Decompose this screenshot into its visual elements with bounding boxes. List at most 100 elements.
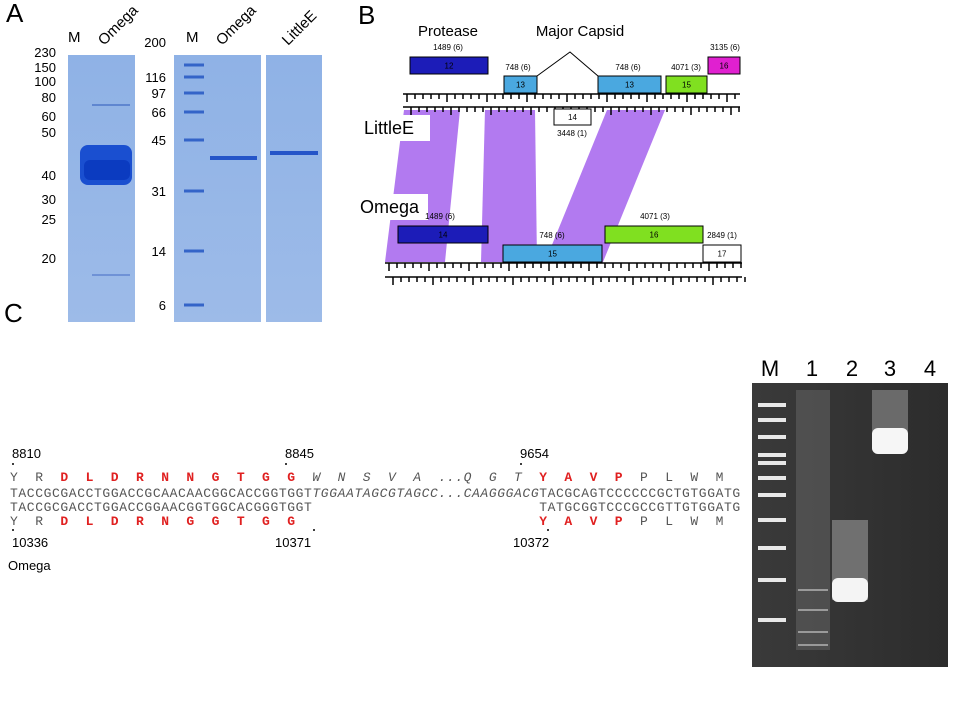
gene-note: 3135 (6) [710, 43, 740, 52]
gene-number: 17 [718, 250, 727, 259]
gene-box [502, 244, 603, 263]
gel-band [798, 589, 828, 646]
gene-box [397, 225, 489, 244]
sequence-segment: P L W M [623, 514, 725, 529]
lane-label: 3 [884, 356, 896, 381]
gene-number: 13 [516, 81, 525, 90]
position-dot [285, 463, 287, 465]
marker-label: 31 [152, 184, 166, 199]
position-dot [313, 529, 315, 531]
gene-note: 3448 (1) [557, 129, 587, 138]
gene-number: 15 [548, 250, 557, 259]
lane-label: M [186, 29, 199, 46]
marker-label: 80 [42, 90, 56, 105]
marker-label: 60 [42, 109, 56, 124]
splice-chevron [536, 51, 599, 77]
marker-label: 116 [145, 70, 166, 85]
sequence-row: TACCGCGACCTGGACCGCAACAACGGCACCGGTGGT TGGA… [10, 486, 755, 501]
gene-box [597, 75, 662, 94]
lane-label: M [761, 356, 779, 381]
lane-label: M [68, 29, 81, 46]
panel-label: B [358, 0, 375, 30]
position-label: 8810 [12, 446, 41, 461]
sequence-segment: P L W M [623, 470, 725, 485]
marker-label: 100 [34, 74, 56, 89]
sequence-segment: TACGCAGTCCCCCCGCTGTGGATG [539, 486, 741, 501]
gene-number: 14 [568, 113, 577, 122]
marker-label: 50 [42, 125, 56, 140]
position-dot [547, 529, 549, 531]
marker-label: 20 [42, 251, 56, 266]
lane-label: 4 [924, 356, 936, 381]
marker-label: 200 [144, 35, 166, 50]
sequence-row: Y R D L D R N N G T G G W N S V A ...Q G… [10, 470, 755, 485]
genome-label: LittleE [364, 118, 414, 138]
gel [174, 55, 261, 322]
gene-box [665, 75, 708, 94]
gene-number: 14 [439, 231, 448, 240]
gene-note: 4071 (3) [671, 63, 701, 72]
gel [68, 55, 135, 322]
genome-ruler [385, 93, 746, 285]
position-dot [12, 463, 14, 465]
position-label: 10372 [513, 535, 549, 550]
position-dot [520, 463, 522, 465]
marker-label: 97 [152, 86, 166, 101]
gene-number: 16 [720, 62, 729, 71]
marker-label: 40 [42, 168, 56, 183]
gene-box [702, 244, 742, 263]
gene-header: Major Capsid [536, 23, 624, 40]
gene-note: 748 (6) [505, 63, 531, 72]
sequence-segment: W N S V A ...Q G T [312, 470, 540, 485]
marker-label: 66 [152, 105, 166, 120]
position-label: 10371 [275, 535, 311, 550]
gene-note: 748 (6) [539, 231, 565, 240]
sequence-segment: TGGAATAGCGTAGCC...CAAGGGACG [312, 486, 540, 501]
ladder [758, 403, 786, 622]
genome-label: Omega [360, 197, 420, 217]
gene-box [409, 56, 489, 75]
lane-label: 2 [846, 356, 858, 381]
marker-label: 14 [152, 244, 166, 259]
sequence-segment: Y R [10, 470, 61, 485]
sequence-segment: TACCGCGACCTGGACCGCAACAACGGCACCGGTGGT [10, 486, 313, 501]
panel-label: A [6, 0, 24, 28]
lane-label: Omega [213, 2, 260, 49]
gene-number: 13 [625, 81, 634, 90]
position-label: 8845 [285, 446, 314, 461]
sequence-segment: Y A V P [539, 470, 624, 485]
synteny-band [385, 110, 665, 262]
gel-smear [796, 390, 830, 650]
marker-label: 230 [34, 45, 56, 60]
gene-box [707, 56, 741, 75]
gel-band [872, 428, 908, 454]
label-bg [360, 115, 430, 141]
gel-band [84, 160, 130, 180]
gene-number: 12 [445, 62, 454, 71]
sequence-segment: D L D R N N G T G G [60, 470, 313, 485]
marker-label: 45 [152, 133, 166, 148]
gene-note: 748 (6) [615, 63, 641, 72]
lane-label: Omega [95, 2, 142, 49]
marker-label: 30 [42, 192, 56, 207]
label-bg [356, 194, 428, 220]
gene-note: 1489 (6) [433, 43, 463, 52]
panel-label: C [4, 298, 23, 328]
marker-label: 150 [34, 60, 56, 75]
gene-box [604, 225, 704, 244]
gel-band [832, 578, 868, 602]
sequence-segment: D L D R N G G T G G [60, 514, 296, 529]
genome-label: Omega [8, 558, 51, 573]
sequence-row: TACCGCGACCTGGACCGGAACGGTGGCACGGGTGGT TATG… [10, 500, 755, 515]
gene-box [553, 108, 592, 126]
gene-box [503, 75, 538, 94]
gene-note: 1489 (6) [425, 212, 455, 221]
sequence-segment: Y A V P [539, 514, 624, 529]
gene-header: Protease [418, 23, 478, 40]
ladder [184, 63, 204, 307]
sequence-segment: TATGCGGTCCCGCCGTTGTGGATG [539, 500, 741, 515]
sequence-segment: Y R [10, 514, 61, 529]
gene-note: 2849 (1) [707, 231, 737, 240]
gene-number: 16 [650, 231, 659, 240]
